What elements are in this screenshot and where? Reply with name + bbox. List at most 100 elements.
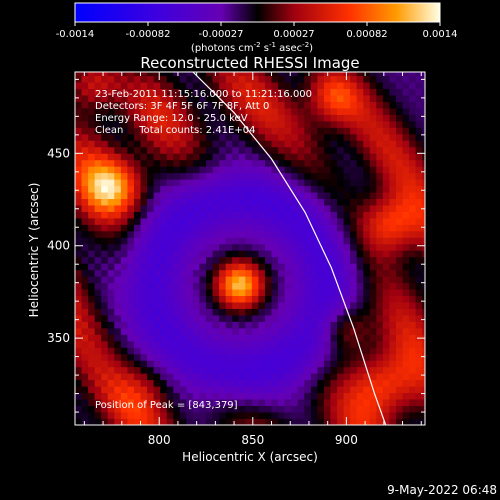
heatmap-cell (343, 295, 351, 303)
heatmap-cell (297, 133, 305, 141)
heatmap-cell (291, 269, 299, 277)
heatmap-cell (264, 159, 272, 167)
heatmap-cell (323, 120, 331, 128)
heatmap-cell (192, 133, 200, 141)
heatmap-cell (160, 243, 168, 251)
heatmap-cell (219, 95, 227, 102)
heatmap-cell (160, 192, 168, 199)
heatmap-cell (140, 153, 148, 161)
heatmap-cell (127, 263, 135, 271)
heatmap-cell (88, 75, 96, 83)
heatmap-cell (264, 101, 272, 109)
heatmap-cell (199, 101, 207, 109)
heatmap-cell (88, 269, 96, 277)
heatmap-cell (186, 166, 194, 174)
heatmap-cell (382, 114, 390, 122)
heatmap-cell (219, 166, 227, 174)
heatmap-cell (232, 211, 240, 219)
heatmap-cell (251, 269, 259, 277)
heatmap-cell (127, 386, 135, 394)
heatmap-cell (382, 72, 390, 77)
heatmap-cell (192, 276, 200, 284)
heatmap-cell (120, 308, 128, 316)
heatmap-cell (88, 198, 96, 206)
heatmap-cell (343, 412, 351, 419)
heatmap-cell (166, 114, 174, 122)
heatmap-cell (173, 205, 181, 212)
heatmap-cell (310, 321, 318, 329)
heatmap-cell (133, 295, 141, 303)
heatmap-cell (147, 218, 155, 225)
heatmap-cell (402, 230, 410, 238)
heatmap-cell (350, 399, 358, 406)
heatmap-cell (166, 308, 174, 316)
heatmap-cell (179, 366, 187, 374)
heatmap-cell (382, 250, 390, 258)
heatmap-cell (120, 250, 128, 258)
heatmap-cell (304, 146, 312, 154)
heatmap-cell (147, 327, 155, 335)
heatmap-cell (382, 399, 390, 406)
heatmap-cell (350, 114, 358, 122)
heatmap-cell (297, 360, 305, 368)
heatmap-cell (88, 159, 96, 167)
heatmap-cell (258, 243, 266, 251)
heatmap-cell (107, 205, 115, 212)
heatmap-cell (356, 205, 364, 212)
heatmap-cell (409, 263, 417, 271)
heatmap-cell (153, 166, 161, 174)
heatmap-cell (389, 256, 397, 264)
heatmap-cell (330, 82, 338, 90)
heatmap-cell (81, 282, 89, 290)
heatmap-cell (317, 114, 325, 122)
heatmap-cell (160, 360, 168, 368)
heatmap-cell (422, 269, 425, 277)
heatmap-cell (389, 295, 397, 303)
heatmap-cell (94, 237, 102, 245)
heatmap-cell (140, 282, 148, 290)
heatmap-cell (251, 353, 259, 361)
heatmap-cell (337, 321, 344, 329)
heatmap-cell (363, 256, 371, 264)
heatmap-cell (199, 386, 207, 394)
heatmap-cell (369, 379, 377, 387)
heatmap-cell (166, 172, 174, 180)
heatmap-cell (337, 95, 344, 102)
heatmap-cell (304, 360, 312, 368)
heatmap-cell (140, 243, 148, 251)
heatmap-cell (101, 295, 109, 303)
heatmap-cell (350, 243, 358, 251)
heatmap-cell (278, 237, 286, 245)
heatmap-cell (297, 72, 305, 77)
heatmap-cell (127, 185, 135, 193)
heatmap-cell (337, 353, 344, 361)
heatmap-cell (389, 166, 397, 174)
heatmap-cell (402, 120, 410, 128)
heatmap-cell (251, 334, 259, 342)
heatmap-cell (264, 366, 272, 374)
heatmap-cell (258, 347, 266, 355)
heatmap-cell (350, 289, 358, 297)
heatmap-cell (363, 321, 371, 329)
heatmap-cell (238, 72, 246, 77)
heatmap-cell (206, 418, 213, 425)
heatmap-cell (225, 179, 233, 187)
heatmap-cell (350, 153, 358, 161)
heatmap-cell (179, 146, 187, 154)
heatmap-cell (245, 179, 253, 187)
heatmap-cell (173, 159, 181, 167)
heatmap-cell (323, 373, 331, 381)
heatmap-cell (133, 211, 141, 219)
heatmap-cell (133, 386, 141, 394)
heatmap-cell (212, 347, 220, 355)
heatmap-cell (192, 153, 200, 161)
heatmap-cell (140, 256, 148, 264)
heatmap-cell (81, 302, 89, 309)
heatmap-cell (356, 218, 364, 225)
heatmap-cell (297, 146, 305, 154)
heatmap-cell (219, 282, 227, 290)
heatmap-cell (120, 120, 128, 128)
heatmap-cell (219, 114, 227, 122)
heatmap-cell (133, 192, 141, 199)
heatmap-cell (356, 88, 364, 96)
